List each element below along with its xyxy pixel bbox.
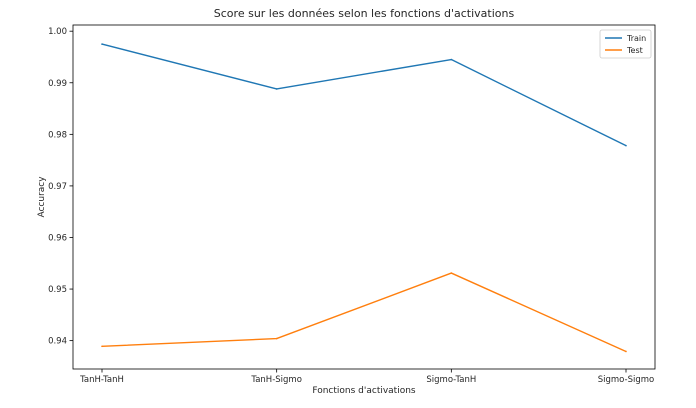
x-tick-label: TanH-Sigmo [250,375,301,385]
series-line-test [101,272,627,353]
series-line-train [101,43,627,147]
y-tick-label: 0.99 [48,79,67,89]
plot-area [73,25,655,369]
x-tick-label: Sigmo-Sigmo [598,375,655,385]
y-axis: 0.94 0.95 0.96 0.97 0.98 0.99 1.00 [48,27,73,347]
data-point-train [275,88,278,90]
y-axis-label: Accuracy [37,176,47,218]
y-tick-label: 0.95 [48,285,67,295]
legend: Train Test [599,29,652,59]
data-point-test [450,272,453,274]
plot-frame [72,24,656,370]
data-point-test [275,337,278,340]
legend-label-test: Test [626,46,643,55]
y-tick-label: 0.97 [48,182,67,192]
y-tick-label: 0.94 [48,337,67,347]
x-axis: TanH-TanH TanH-Sigmo Sigmo-TanH Sigmo-Sigmo [79,369,654,385]
x-tick-label: Sigmo-TanH [426,375,476,385]
data-point-train [450,58,453,61]
y-tick-label: 0.98 [48,130,67,140]
data-point-train [101,43,103,45]
x-axis-label: Fonctions d'activations [312,386,416,396]
data-point-train [625,144,627,147]
chart-title: Score sur les données selon les fonction… [214,7,515,20]
legend-box [599,29,652,59]
series-group [101,43,627,353]
legend-label-train: Train [626,34,646,43]
y-tick-label: 0.96 [48,233,67,243]
y-tick-label: 1.00 [48,27,67,37]
data-point-test [625,350,627,353]
x-tick-label: TanH-TanH [79,375,124,385]
data-point-test [101,345,103,348]
